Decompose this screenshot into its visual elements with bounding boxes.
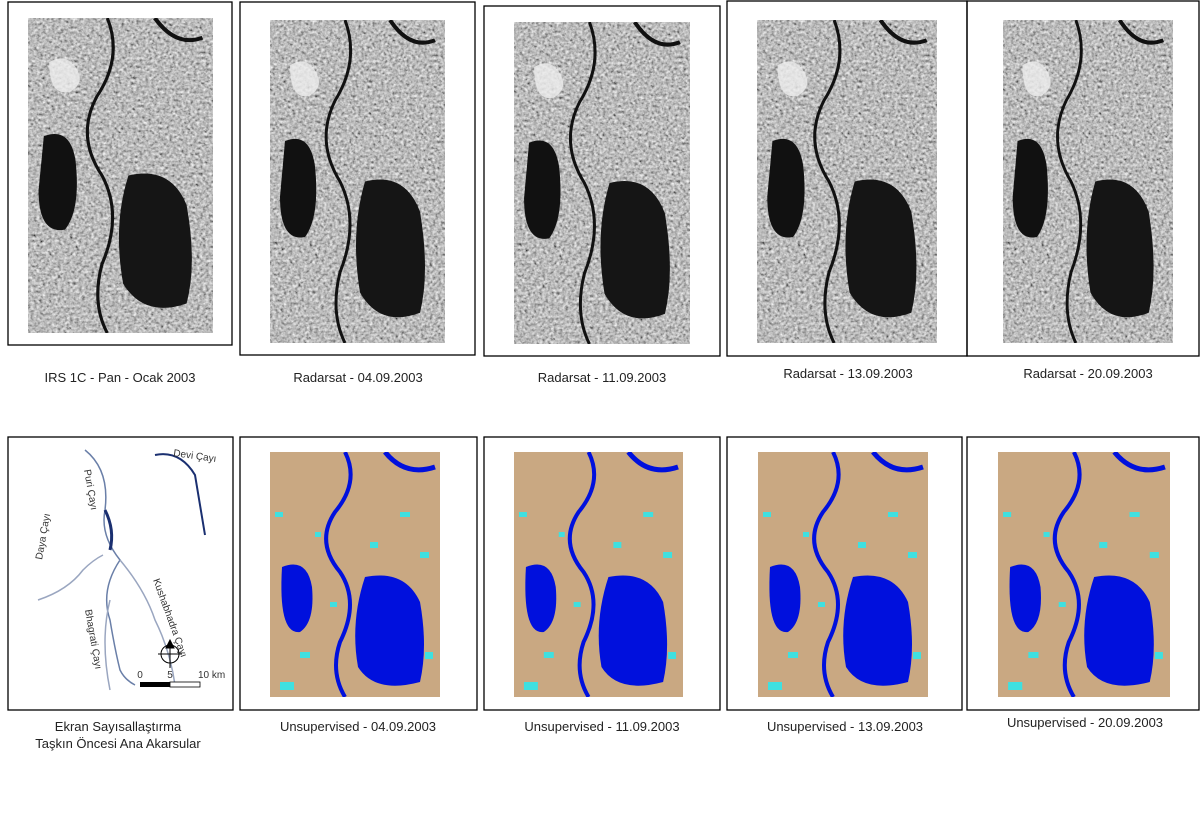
caption: Radarsat - 20.09.2003: [1023, 366, 1152, 381]
river-label: Bhagrati Çayı: [82, 609, 103, 671]
scale-label: 0: [137, 670, 143, 681]
satellite-image: [757, 20, 937, 343]
figure: IRS 1C - Pan - Ocak 2003 Radarsat - 04.0…: [0, 0, 1202, 812]
classification-image: [270, 452, 440, 697]
river-label: Devi Çayı: [173, 448, 217, 465]
caption: IRS 1C - Pan - Ocak 2003: [44, 370, 195, 385]
river-label: Puri Çayı: [81, 469, 99, 511]
scale-label: 5: [167, 670, 173, 681]
satellite-image: [270, 20, 445, 343]
caption: Unsupervised - 11.09.2003: [524, 719, 679, 734]
scale-bar: [170, 682, 200, 687]
satellite-image: [1003, 20, 1173, 343]
caption: Taşkın Öncesi Ana Akarsular: [35, 736, 201, 751]
satellite-image: [28, 18, 213, 333]
caption: Unsupervised - 20.09.2003: [1007, 715, 1163, 730]
classification-image: [514, 452, 683, 697]
caption: Unsupervised - 13.09.2003: [767, 719, 923, 734]
classification-image: [998, 452, 1170, 697]
scale-bar: [140, 682, 170, 687]
caption: Radarsat - 13.09.2003: [783, 366, 912, 381]
classification-image: [758, 452, 928, 697]
river-label: Daya Çayı: [34, 513, 53, 561]
caption: Radarsat - 04.09.2003: [293, 370, 422, 385]
caption: Radarsat - 11.09.2003: [538, 370, 666, 385]
satellite-image: [514, 22, 690, 344]
caption: Unsupervised - 04.09.2003: [280, 719, 436, 734]
caption: Ekran Sayısallaştırma: [55, 719, 182, 734]
scale-label: 10 km: [198, 670, 225, 681]
